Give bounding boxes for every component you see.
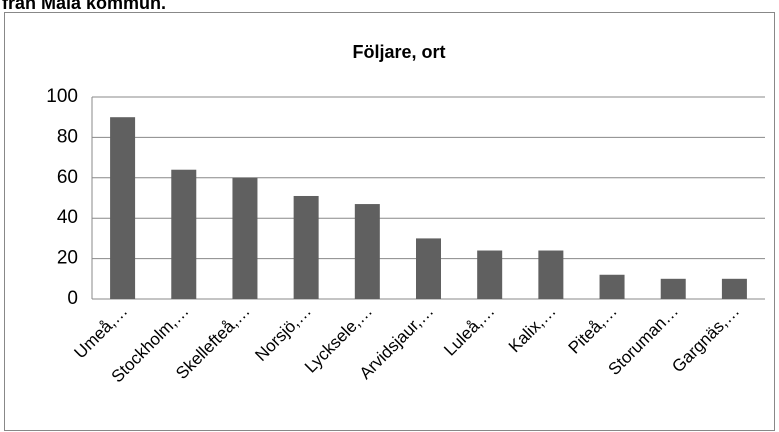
bar — [477, 250, 503, 299]
bar — [721, 278, 747, 299]
chart-title: Följare, ort — [352, 42, 445, 62]
bar — [354, 204, 380, 299]
y-tick-label: 40 — [57, 207, 78, 228]
y-tick-label: 100 — [46, 86, 78, 107]
bar — [599, 274, 625, 299]
bar — [293, 195, 319, 299]
y-tick-label: 0 — [67, 288, 78, 309]
bar — [538, 250, 564, 299]
bar — [660, 278, 686, 299]
y-tick-label: 60 — [57, 167, 78, 188]
bar — [110, 117, 136, 299]
bar — [416, 238, 441, 299]
bar — [171, 169, 197, 299]
y-tick-label: 80 — [57, 126, 78, 147]
caption: från Malå kommun. — [2, 0, 166, 13]
y-tick-label: 20 — [57, 248, 78, 269]
bar — [232, 177, 258, 299]
